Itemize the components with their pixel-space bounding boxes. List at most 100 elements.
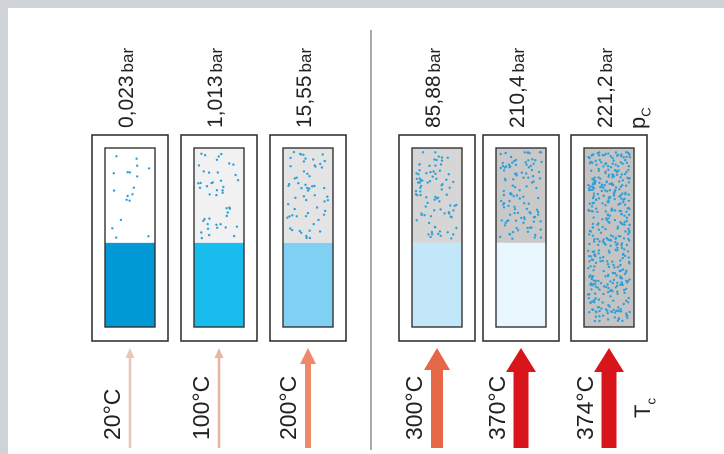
vapor-dot [594, 285, 597, 288]
vapor-dot [605, 218, 609, 222]
vapor-dot [440, 159, 444, 162]
vapor-dot [609, 234, 613, 237]
vapor-dot [588, 275, 591, 278]
vapor-dot [599, 282, 603, 285]
vapor-dot [511, 184, 514, 187]
vapor-dot [593, 298, 596, 302]
vapor-dot [529, 212, 532, 215]
vapor-dot [528, 226, 532, 229]
vapor-dot [514, 163, 518, 167]
pressure-unit: bar [207, 47, 226, 73]
vapor-dot [591, 226, 595, 229]
vapor-dot [607, 168, 610, 171]
vapor-dot [535, 186, 538, 190]
heat-arrow-head [300, 348, 316, 364]
vapor-dot [621, 192, 624, 195]
vapor-dot [602, 241, 606, 244]
vapor-dot [589, 265, 592, 268]
vapor-dot [591, 258, 595, 262]
vapor-dot [601, 202, 604, 205]
vapor-dot [594, 261, 598, 265]
vapor-dot [619, 310, 623, 313]
liquid-phase [105, 242, 155, 327]
vapor-dot [432, 170, 435, 173]
vapor-dot [429, 170, 432, 174]
vapor-dot [627, 260, 631, 264]
vapor-dot [623, 254, 627, 258]
vapor-dot [619, 185, 623, 188]
vapor-dot [624, 270, 628, 274]
vapor-dot [305, 234, 308, 238]
vapor-dot [626, 281, 629, 284]
vapor-dot [590, 288, 593, 291]
vapor-dot [606, 318, 610, 321]
vapor-dot [593, 176, 596, 179]
vapor-dot [609, 244, 612, 247]
vapor-dot [612, 192, 616, 195]
vapor-dot [606, 312, 609, 315]
vapor-dot [313, 194, 316, 197]
vapor-dot [613, 266, 616, 269]
pressure-value: 15,55 [293, 75, 316, 128]
vapor-dot [215, 223, 218, 226]
vapor-dot [627, 237, 630, 241]
vapor-dot [604, 204, 607, 207]
vapor-dot [617, 234, 621, 238]
vapor-dot [625, 219, 628, 223]
vapor-dot [423, 214, 426, 217]
vapor-dot [499, 152, 502, 156]
vapor-dot [294, 196, 297, 199]
vapor-dot [601, 314, 605, 317]
vapor-dot [429, 215, 433, 218]
vapor-dot [537, 170, 541, 174]
vapor-dot [447, 211, 450, 214]
vapor-dot [614, 248, 617, 252]
vapor-dot [507, 204, 510, 208]
vapor-dot [216, 226, 219, 229]
vapor-dot [612, 299, 615, 302]
vapor-dot [590, 154, 593, 157]
temperature-label: 20°C [98, 388, 125, 440]
vapor-dot [614, 241, 617, 244]
vapor-dot [525, 163, 528, 166]
vapor-dot [596, 286, 599, 289]
vapor-dot [628, 310, 631, 314]
vapor-dot [592, 195, 595, 198]
vapor-dot [420, 184, 423, 188]
vapor-dot [625, 161, 629, 164]
vapor-dot [625, 170, 628, 174]
vapor-dot [613, 272, 617, 275]
vapor-dot [622, 302, 625, 306]
vapor-dot [304, 157, 307, 160]
vapor-dot [628, 156, 631, 159]
vapor-dot [235, 225, 239, 228]
vapor-dot [293, 177, 296, 180]
vapor-dot [613, 209, 617, 212]
vapor-dot [440, 156, 444, 159]
vapor-dot [597, 279, 600, 283]
vapor-dot [287, 203, 290, 206]
vapor-dot [625, 210, 628, 213]
vapor-dot [288, 215, 291, 218]
vapor-dot [326, 195, 329, 198]
vapor-dot [598, 240, 601, 243]
vapor-dot [602, 285, 606, 288]
pressure-value: 0,023 [115, 75, 138, 128]
vapor-dot [509, 165, 512, 168]
vapor-dot [607, 303, 610, 307]
vapor-dot [627, 227, 630, 231]
vapor-dot [597, 176, 600, 179]
vapor-dot [598, 319, 601, 323]
temperature-label: 200°C [275, 375, 301, 440]
vapor-dot [514, 219, 518, 222]
vapor-dot [304, 215, 308, 218]
vapor-dot [621, 319, 624, 322]
vapor-dot [540, 160, 543, 164]
vapor-dot [597, 228, 600, 231]
vapor-dot [618, 188, 621, 191]
vapor-dot [610, 207, 614, 210]
vapor-dot [608, 182, 611, 186]
vapor-dot [512, 178, 515, 181]
vapor-dot [587, 155, 590, 159]
vapor-dot [597, 252, 600, 255]
